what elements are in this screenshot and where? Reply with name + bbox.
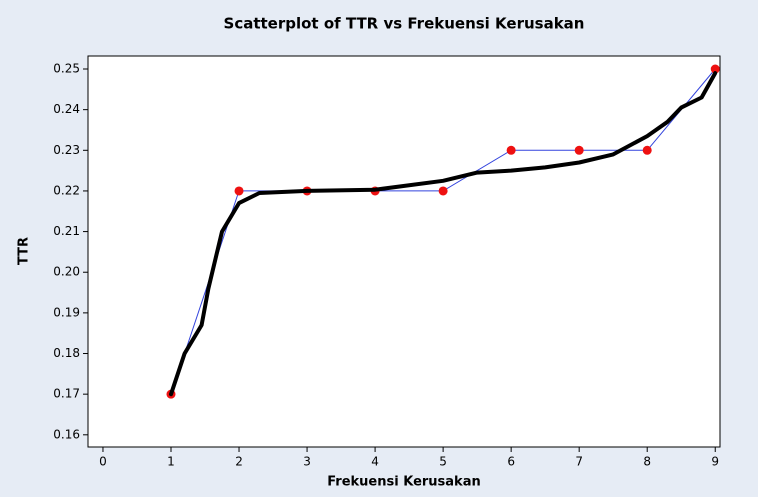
point [642,145,652,155]
x-tick-label: 1 [167,455,175,469]
point [234,186,244,196]
y-tick-label: 0.16 [53,427,80,441]
y-tick-label: 0.19 [53,305,80,319]
y-tick-label: 0.25 [53,62,80,76]
y-tick-label: 0.20 [53,265,80,279]
x-tick-label: 4 [371,455,379,469]
x-tick-label: 2 [235,455,243,469]
x-tick-label: 6 [507,455,515,469]
y-axis-label: TTR [17,237,32,265]
fit-curve [169,71,718,397]
y-tick-label: 0.23 [53,143,80,157]
x-tick-label: 8 [643,455,651,469]
x-axis-label: Frekuensi Kerusakan [327,475,480,490]
x-tick-label: 7 [575,455,583,469]
x-tick-label: 5 [439,455,447,469]
y-tick-label: 0.24 [53,102,80,116]
y-tick-label: 0.21 [53,224,80,238]
y-tick-label: 0.17 [53,387,80,401]
chart-title: Scatterplot of TTR vs Frekuensi Kerusaka… [224,15,585,33]
x-tick-label: 0 [99,455,107,469]
y-tick-label: 0.22 [53,183,80,197]
point [710,64,720,74]
plot-area [87,55,721,448]
point [506,145,516,155]
point [438,186,448,196]
x-tick-label: 9 [711,455,719,469]
point [574,145,584,155]
x-tick-label: 3 [303,455,311,469]
y-tick-label: 0.18 [53,346,80,360]
